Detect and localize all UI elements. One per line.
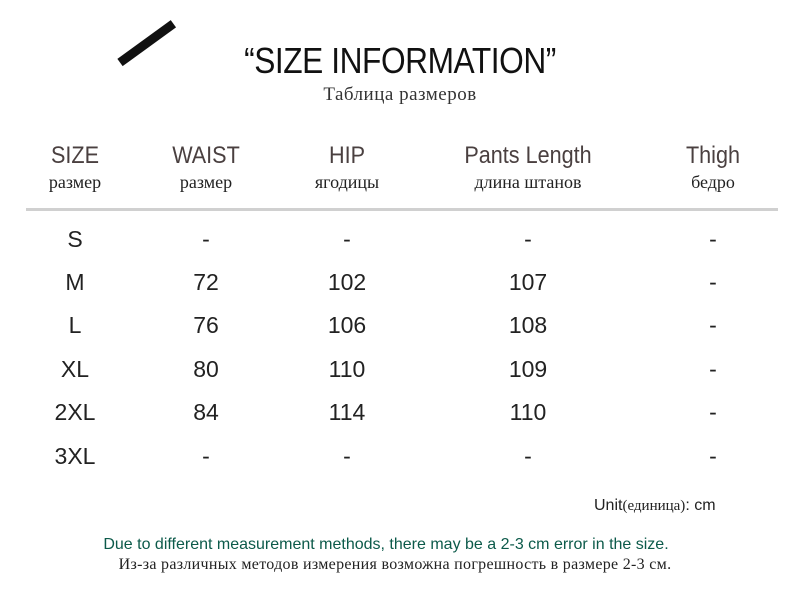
table-cell: L	[68, 312, 82, 338]
table-cell: 114	[328, 399, 366, 425]
unit-value: : cm	[685, 497, 716, 514]
note-russian: Из-за различных методов измерения возмож…	[118, 556, 672, 573]
table-cell: 107	[508, 269, 548, 295]
column-header-ru: размер	[48, 172, 102, 192]
table-cell: 3XL	[54, 443, 96, 469]
column-header-ru: длина штанов	[474, 172, 582, 192]
page-title: “SIZE INFORMATION”	[244, 40, 556, 81]
table-cell: -	[343, 443, 351, 469]
table-cell: 108	[508, 312, 548, 338]
table-cell: 2XL	[54, 399, 96, 425]
column-header-ru: ягодицы	[314, 172, 380, 192]
column-header: HIP ягодицы	[247, 142, 447, 193]
table-cell: 72	[193, 269, 219, 295]
table-cell: -	[524, 226, 532, 252]
table-cell: -	[709, 269, 717, 295]
table-cell: 106	[327, 312, 367, 338]
header-divider	[26, 208, 778, 211]
unit-label-en: Unit	[594, 497, 623, 514]
table-cell: -	[709, 356, 717, 382]
table-cell: 109	[508, 356, 548, 382]
table-cell: -	[709, 443, 717, 469]
table-cell: -	[202, 226, 210, 252]
column-header-ru: размер	[179, 172, 233, 192]
column-header-en: HIP	[328, 142, 365, 169]
column-header-ru: бедро	[691, 172, 735, 192]
table-cell: -	[524, 443, 532, 469]
table-cell: 76	[193, 312, 219, 338]
unit-label-ru: (единица)	[622, 498, 686, 514]
column-header: Thigh бедро	[613, 142, 800, 193]
note-english: Due to different measurement methods, th…	[103, 536, 669, 553]
table-cell: 110	[328, 356, 366, 382]
page-subtitle: Таблица размеров	[323, 84, 477, 105]
table-cell: 110	[509, 399, 547, 425]
column-header: Pants Length длина штанов	[428, 142, 628, 193]
table-cell: XL	[60, 356, 90, 382]
table-cell: -	[709, 399, 717, 425]
table-cell: 84	[193, 399, 219, 425]
column-header-en: SIZE	[50, 142, 100, 169]
table-cell: 102	[327, 269, 367, 295]
unit-label: Unit(единица): cm	[594, 497, 716, 515]
column-header-en: WAIST	[172, 142, 240, 169]
table-cell: S	[67, 226, 83, 252]
table-cell: -	[202, 443, 210, 469]
table-cell: -	[709, 312, 717, 338]
column-header: WAIST размер	[106, 142, 306, 193]
table-cell: -	[709, 226, 717, 252]
table-cell: -	[343, 226, 351, 252]
column-header-en: Pants Length	[464, 142, 592, 169]
table-cell: M	[65, 269, 85, 295]
table-cell: 80	[193, 356, 219, 382]
column-header-en: Thigh	[685, 142, 741, 169]
column-header: SIZE размер	[0, 142, 175, 193]
